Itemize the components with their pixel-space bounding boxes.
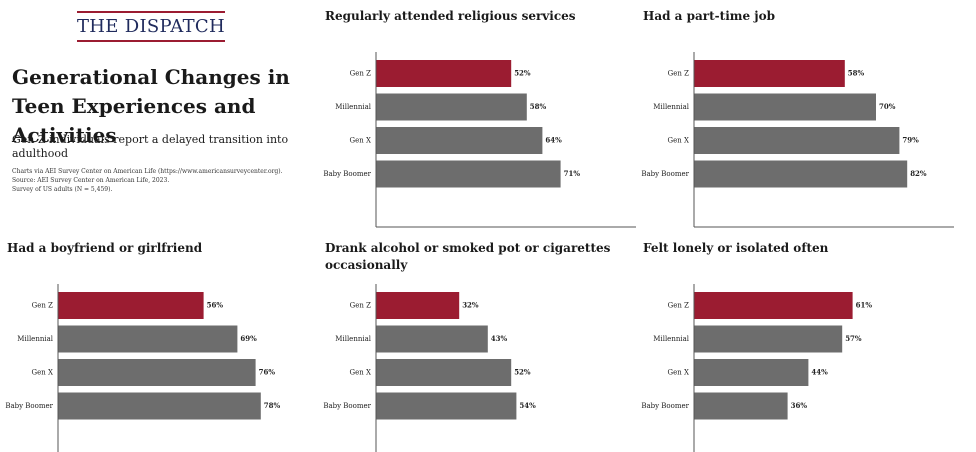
chart-title: Had a part-time job — [643, 9, 775, 23]
category-label-gen-z: Gen Z — [350, 70, 371, 78]
value-label-baby-boomer: 71% — [564, 169, 581, 178]
value-label-gen-z: 56% — [207, 301, 224, 310]
bar-gen-x — [694, 127, 900, 154]
value-label-gen-x: 76% — [259, 368, 276, 377]
bar-baby-boomer — [694, 160, 908, 188]
category-label-millennial: Millennial — [335, 103, 371, 111]
value-label-gen-z: 32% — [462, 301, 479, 310]
value-label-baby-boomer: 82% — [910, 169, 927, 178]
bar-gen-x — [376, 127, 543, 154]
category-label-baby-boomer: Baby Boomer — [5, 402, 53, 410]
category-label-gen-x: Gen X — [350, 137, 371, 145]
category-label-baby-boomer: Baby Boomer — [641, 170, 689, 178]
value-label-gen-z: 61% — [856, 301, 873, 310]
chart-title: Regularly attended religious services — [325, 9, 576, 23]
bar-millennial — [694, 325, 843, 353]
value-label-millennial: 69% — [240, 334, 257, 343]
bar-gen-z — [694, 60, 845, 87]
bar-chart-part-time-job: Gen Z 58% Millennial 70% Gen X 79% Baby Boomer… — [641, 52, 954, 228]
category-label-baby-boomer: Baby Boomer — [641, 402, 689, 410]
bar-gen-x — [58, 359, 256, 386]
value-label-baby-boomer: 78% — [264, 401, 281, 410]
source-note: Source: AEI Survey Center on American Li… — [12, 177, 170, 184]
logo-text: THE DISPATCH — [77, 16, 225, 37]
value-label-millennial: 57% — [845, 334, 862, 343]
value-label-gen-x: 64% — [545, 136, 562, 145]
bar-chart-alcohol-smoking: Gen Z 32% Millennial 43% Gen X 52% Baby Boomer… — [323, 284, 536, 452]
category-label-millennial: Millennial — [653, 103, 689, 111]
category-label-baby-boomer: Baby Boomer — [323, 170, 371, 178]
value-label-millennial: 58% — [530, 102, 547, 111]
value-label-baby-boomer: 54% — [519, 401, 536, 410]
category-label-gen-x: Gen X — [668, 369, 689, 377]
category-label-millennial: Millennial — [653, 335, 689, 343]
bar-gen-z — [376, 292, 460, 319]
category-label-gen-z: Gen Z — [32, 302, 53, 310]
category-label-gen-x: Gen X — [350, 369, 371, 377]
bar-millennial — [694, 93, 876, 121]
bar-gen-z — [694, 292, 853, 319]
bar-baby-boomer — [376, 392, 517, 420]
bar-chart-boyfriend-girlfriend: Gen Z 56% Millennial 69% Gen X 76% Baby Boomer… — [5, 284, 281, 452]
bar-chart-lonely-isolated: Gen Z 61% Millennial 57% Gen X 44% Baby Boomer… — [641, 284, 873, 452]
chart-title: Drank alcohol or smoked pot or cigarette… — [325, 241, 611, 272]
value-label-millennial: 43% — [491, 334, 508, 343]
dispatch-logo: THE DISPATCH — [77, 11, 225, 42]
page-title: Generational Changes in Teen Experiences… — [12, 65, 290, 147]
bar-gen-x — [694, 359, 809, 386]
value-label-gen-x: 52% — [514, 368, 531, 377]
category-label-millennial: Millennial — [17, 335, 53, 343]
bar-millennial — [58, 325, 238, 353]
category-label-millennial: Millennial — [335, 335, 371, 343]
category-label-gen-z: Gen Z — [350, 302, 371, 310]
value-label-millennial: 70% — [879, 102, 896, 111]
bar-gen-z — [58, 292, 204, 319]
bar-baby-boomer — [58, 392, 261, 420]
category-label-gen-z: Gen Z — [668, 302, 689, 310]
category-label-baby-boomer: Baby Boomer — [323, 402, 371, 410]
value-label-gen-z: 58% — [848, 69, 865, 78]
category-label-gen-x: Gen X — [668, 137, 689, 145]
value-label-gen-x: 44% — [811, 368, 828, 377]
page-subtitle: Gen Z individuals report a delayed trans… — [12, 133, 289, 160]
value-label-gen-z: 52% — [514, 69, 531, 78]
chart-title: Felt lonely or isolated often — [643, 241, 829, 255]
category-label-gen-z: Gen Z — [668, 70, 689, 78]
chart-title: Had a boyfriend or girlfriend — [7, 241, 203, 255]
value-label-gen-x: 79% — [902, 136, 919, 145]
bar-baby-boomer — [694, 392, 788, 420]
source-note: Survey of US adults (N = 5,459). — [12, 186, 113, 193]
bar-millennial — [376, 93, 527, 121]
bar-millennial — [376, 325, 488, 353]
bar-gen-z — [376, 60, 512, 87]
bar-baby-boomer — [376, 160, 561, 188]
source-note: Charts via AEI Survey Center on American… — [12, 168, 283, 175]
bar-gen-x — [376, 359, 512, 386]
category-label-gen-x: Gen X — [32, 369, 53, 377]
source-notes: Charts via AEI Survey Center on American… — [12, 167, 312, 194]
value-label-baby-boomer: 36% — [791, 401, 808, 410]
bar-chart-religious-services: Gen Z 52% Millennial 58% Gen X 64% Baby Boomer… — [323, 52, 636, 228]
